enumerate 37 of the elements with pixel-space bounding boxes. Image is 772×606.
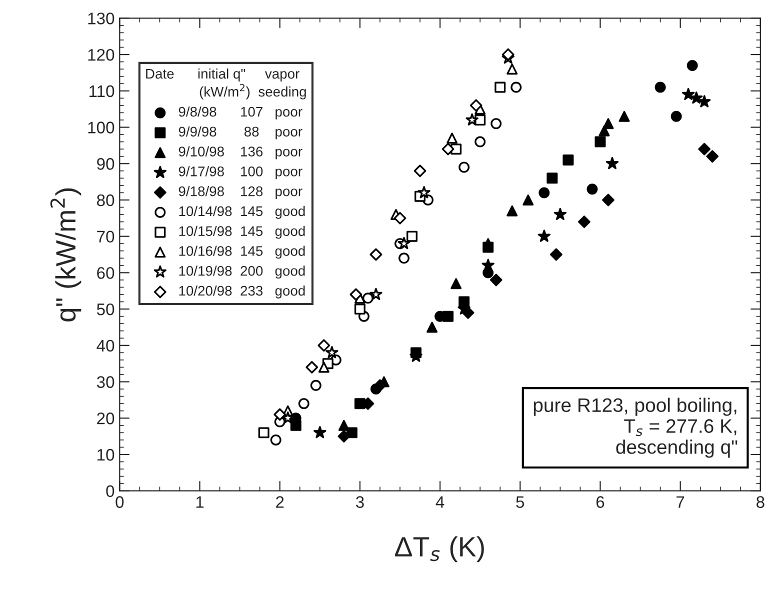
x-tick-label: 6 — [596, 496, 604, 508]
x-tick-label: 7 — [676, 496, 684, 508]
legend-label: 9/18/98 128 poor — [178, 186, 302, 199]
x-tick-label: 8 — [756, 496, 764, 508]
legend-label: 10/19/98 200 good — [179, 266, 305, 279]
legend-label: 9/17/98 100 poor — [178, 166, 302, 180]
x-tick-label: 2 — [276, 496, 284, 508]
x-tick-label: 5 — [516, 496, 524, 508]
x-tick-label: 0 — [116, 496, 124, 508]
y-tick-label: 50 — [96, 303, 114, 316]
y-tick-label: 60 — [97, 267, 114, 279]
legend-label: 9/8/98 107 poor — [178, 106, 302, 120]
y-tick-label: 40 — [96, 340, 114, 352]
annotation: pure R123, pool boiling, T$_{s}$ = 277.6 K, descending q" — [534, 398, 738, 458]
legend-label: 10/20/98 233 good — [179, 285, 305, 298]
legend-title: Date initial q" vapor (kW/m$^{2}$) seeding — [146, 68, 306, 100]
y-tick-label: 130 — [88, 12, 114, 24]
legend-label: 10/15/98 145 good — [179, 226, 305, 239]
legend-label: 10/14/98 145 good — [179, 206, 305, 219]
y-tick-label: 10 — [98, 448, 114, 461]
y-tick-label: 20 — [97, 412, 114, 424]
y-tick-label: 30 — [96, 376, 114, 388]
y-tick-label: 100 — [88, 122, 114, 134]
y-tick-label: 80 — [96, 194, 114, 206]
y-axis-title: q" (kW/m$^{2}$) — [50, 188, 82, 322]
legend-label: 10/16/98 145 good — [179, 246, 305, 259]
legend-label: 9/10/98 136 poor — [178, 146, 302, 160]
x-tick-label: 3 — [356, 496, 364, 508]
y-tick-label: 90 — [97, 158, 114, 170]
x-axis-title: ΔT$_{s}$ (K) — [395, 536, 484, 562]
y-tick-label: 0 — [106, 485, 114, 498]
y-tick-label: 70 — [97, 230, 114, 243]
legend-label: 9/9/98 88 poor — [178, 126, 302, 140]
y-tick-label: 120 — [88, 48, 114, 61]
y-tick-label: 110 — [89, 85, 114, 98]
x-tick-label: 1 — [196, 496, 204, 508]
x-tick-label: 4 — [436, 496, 444, 508]
